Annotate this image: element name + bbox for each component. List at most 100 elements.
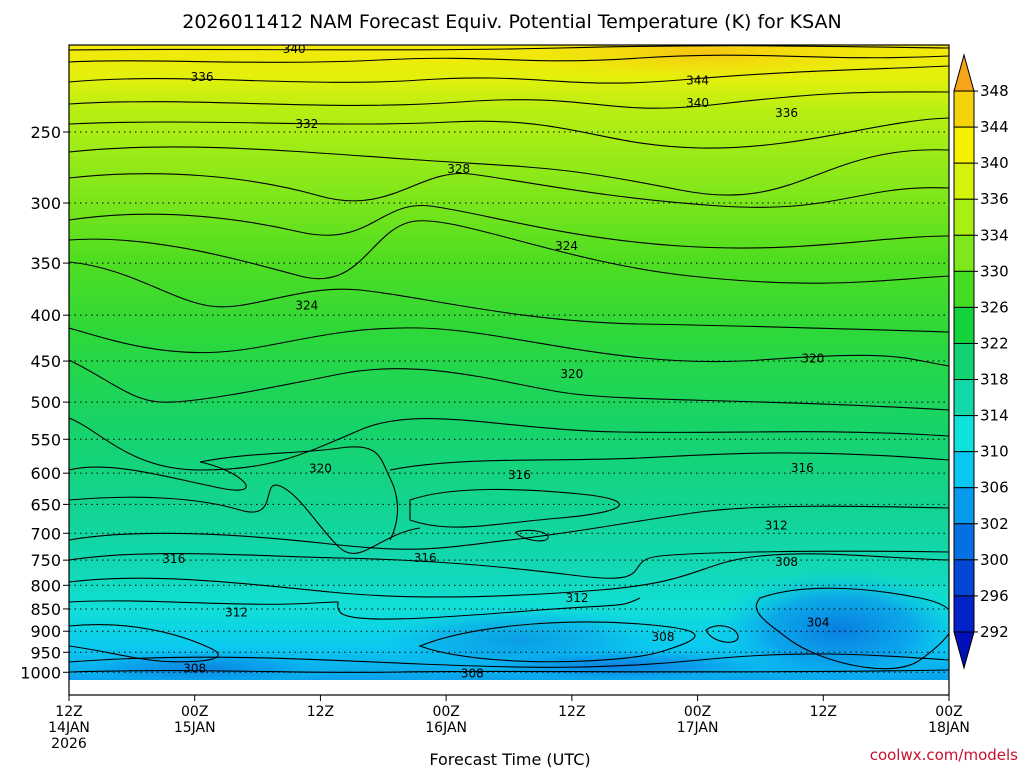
y-tick-label: 250 [30, 123, 61, 142]
x-tick-label: 00Z [181, 704, 208, 720]
x-tick-label: 14JAN [48, 720, 90, 736]
colorbar-label: 340 [980, 154, 1009, 172]
contour-lines [69, 45, 949, 673]
colorbar-label: 314 [980, 407, 1009, 425]
colorbar-segment [953, 451, 975, 489]
plot-frame [68, 44, 950, 696]
colorbar-label: 306 [980, 479, 1009, 497]
colorbar-label: 296 [980, 587, 1009, 605]
contour-label: 316 [508, 468, 531, 482]
x-tick-label: 2026 [51, 736, 87, 752]
contour-line [69, 327, 949, 367]
contour-line [69, 54, 949, 63]
contour-line [69, 261, 949, 333]
colorbar-label: 326 [980, 298, 1009, 316]
grid-lines [69, 131, 949, 673]
colorbar-label: 330 [980, 262, 1009, 280]
colorbar-label: 310 [980, 443, 1009, 461]
x-tick-label: 12Z [810, 704, 837, 720]
x-tick-label: 00Z [432, 704, 459, 720]
colorbar: 348 344 340 336 334 330 326 322 318 314 310 306 302 3… [953, 53, 1009, 670]
contour-line [69, 417, 949, 471]
contour-label: 336 [191, 70, 214, 84]
contour-line [409, 488, 620, 528]
colorbar-label: 334 [980, 226, 1009, 244]
contour-line [69, 484, 421, 554]
contour-line [69, 45, 949, 51]
credit-text: coolwx.com/models [870, 746, 1018, 764]
contour-label: 308 [652, 630, 675, 644]
contour-label: 340 [283, 42, 306, 56]
y-tick-label: 950 [30, 643, 61, 662]
colorbar-segment [953, 559, 975, 597]
colorbar-label: 300 [980, 551, 1009, 569]
y-tick-label: 650 [30, 495, 61, 514]
y-tick-label: 700 [30, 524, 61, 543]
x-tick-label: 15JAN [174, 720, 216, 736]
contour-label: 340 [686, 96, 709, 110]
contour-label: 320 [560, 367, 583, 381]
colorbar-segment [953, 198, 975, 236]
contour-line [69, 550, 949, 579]
contour-line [69, 117, 949, 149]
contour-label: 316 [791, 461, 814, 475]
x-tick-label: 17JAN [677, 720, 719, 736]
contour-label: 312 [765, 518, 788, 532]
colorbar-label: 302 [980, 515, 1009, 533]
x-axis-label: Forecast Time (UTC) [429, 750, 590, 768]
contour-line [418, 621, 696, 663]
contour-line [69, 669, 949, 673]
x-tick-label: 12Z [307, 704, 334, 720]
colorbar-segment [953, 126, 975, 164]
y-tick-label: 600 [30, 464, 61, 483]
colorbar-segment [953, 53, 975, 92]
colorbar-label: 336 [980, 190, 1009, 208]
contour-label: 320 [309, 462, 332, 476]
contour-line [69, 91, 949, 109]
contour-label: 312 [566, 591, 589, 605]
contour-labels: 340 336 344 340 336 332 328 324 324 320 320 320 316 3… [162, 42, 830, 680]
colorbar-segment [953, 415, 975, 453]
colorbar-segment [953, 342, 975, 381]
colorbar-segment [953, 306, 975, 344]
y-tick-label: 1000 [20, 663, 61, 682]
y-tick-label: 500 [30, 393, 61, 412]
x-tick-label: 12Z [558, 704, 585, 720]
contour-label: 316 [162, 552, 185, 566]
y-tick-label: 750 [30, 551, 61, 570]
x-tick-label: 16JAN [425, 720, 467, 736]
colorbar-segment [953, 234, 975, 272]
colorbar-segment [953, 379, 975, 417]
colorbar-label: 322 [980, 334, 1009, 352]
contour-label: 308 [183, 661, 206, 675]
x-tick-label: 00Z [684, 704, 711, 720]
contour-line [389, 452, 949, 471]
colorbar-label: 318 [980, 371, 1009, 389]
contour-line [69, 220, 949, 284]
colorbar-segment [953, 162, 975, 200]
chart-title: 2026011412 NAM Forecast Equiv. Potential… [182, 11, 841, 33]
contour-label: 328 [447, 162, 470, 176]
y-tick-label: 450 [30, 352, 61, 371]
colorbar-segment [953, 595, 975, 633]
contour-label: 324 [295, 298, 318, 312]
colorbar-label: 292 [980, 623, 1009, 641]
plot-area: 340 336 344 340 336 332 328 324 324 320 320 320 316 3… [69, 42, 949, 695]
x-tick-label: 00Z [935, 704, 962, 720]
y-tick-label: 350 [30, 254, 61, 273]
y-axis: 250 300 350 400 450 500 550 600 650 700 750 800 850 9… [20, 123, 69, 682]
y-tick-label: 400 [30, 306, 61, 325]
contour-label: 304 [807, 615, 830, 629]
y-tick-label: 900 [30, 622, 61, 641]
colorbar-segment [953, 523, 975, 561]
contour-label: 344 [686, 73, 709, 87]
contour-line [69, 624, 219, 663]
contour-line [69, 146, 949, 196]
contour-label: 308 [461, 666, 484, 680]
y-tick-label: 800 [30, 576, 61, 595]
colorbar-segment [953, 90, 975, 128]
contour-label: 312 [225, 606, 248, 620]
y-tick-label: 300 [30, 194, 61, 213]
terrain-band [69, 680, 949, 695]
